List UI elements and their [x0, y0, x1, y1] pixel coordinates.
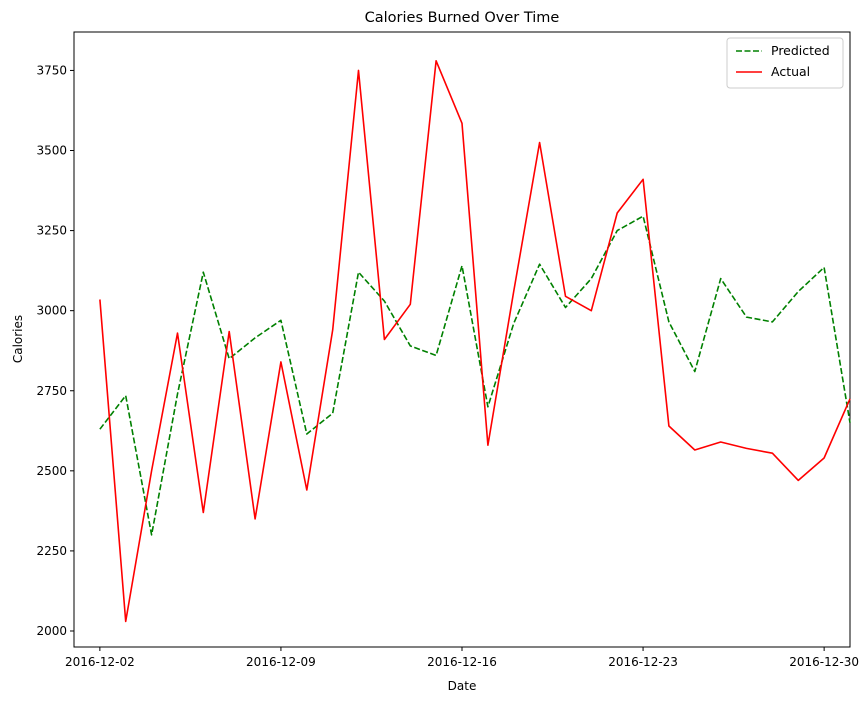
x-axis: 2016-12-02 2016-12-09 2016-12-16 2016-12-23…: [65, 647, 859, 669]
x-axis-title: Date: [448, 679, 477, 693]
y-tick-label: 2500: [36, 464, 67, 478]
legend-label-actual: Actual: [771, 64, 810, 79]
legend-label-predicted: Predicted: [771, 43, 830, 58]
x-tick-label: 2016-12-16: [427, 655, 497, 669]
chart-title: Calories Burned Over Time: [365, 10, 560, 26]
plot-area: [73, 31, 851, 648]
y-axis: 2000 2250 2500 2750 3000 3250 3500 3750: [36, 63, 74, 638]
y-tick-label: 2000: [36, 624, 67, 638]
y-axis-title: Calories: [11, 315, 25, 363]
legend: Predicted Actual: [726, 37, 844, 89]
x-tick-label: 2016-12-09: [246, 655, 316, 669]
y-tick-label: 2750: [36, 384, 67, 398]
series-line-predicted: [99, 215, 851, 536]
x-tick-label: 2016-12-30: [789, 655, 859, 669]
y-tick-label: 3000: [36, 304, 67, 318]
series-line-actual: [99, 59, 851, 623]
y-tick-label: 3500: [36, 144, 67, 158]
series-lines: [99, 59, 851, 623]
x-tick-label: 2016-12-23: [608, 655, 678, 669]
x-tick-label: 2016-12-02: [65, 655, 135, 669]
y-tick-label: 3750: [36, 63, 67, 77]
y-tick-label: 3250: [36, 224, 67, 238]
y-tick-label: 2250: [36, 544, 67, 558]
